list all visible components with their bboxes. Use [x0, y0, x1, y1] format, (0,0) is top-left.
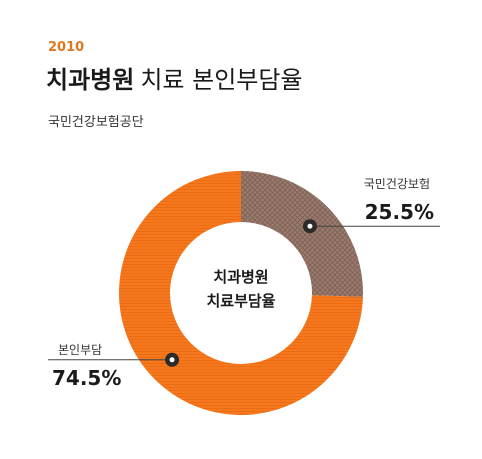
slice-self-pay [118, 171, 363, 415]
year-label: 2010 [48, 40, 85, 55]
slice-value-0: 25.5% [365, 200, 434, 224]
center-label-line2: 치료부담율 [206, 292, 275, 310]
slice-insurance [241, 171, 363, 297]
title-light: 치료 본인부담율 [140, 66, 303, 94]
slice-value-1: 74.5% [52, 366, 121, 390]
source-label: 국민건강보험공단 [48, 115, 144, 130]
marker-dot-center-0 [307, 223, 313, 229]
slice-label-0: 국민건강보험 [364, 177, 430, 191]
marker-dot-center-1 [169, 357, 175, 363]
title-bold: 치과병원 [46, 66, 135, 94]
center-label-line1: 치과병원 [213, 268, 268, 286]
page-title: 치과병원 치료 본인부담율 [46, 60, 303, 95]
slice-label-1: 본인부담 [58, 343, 102, 357]
